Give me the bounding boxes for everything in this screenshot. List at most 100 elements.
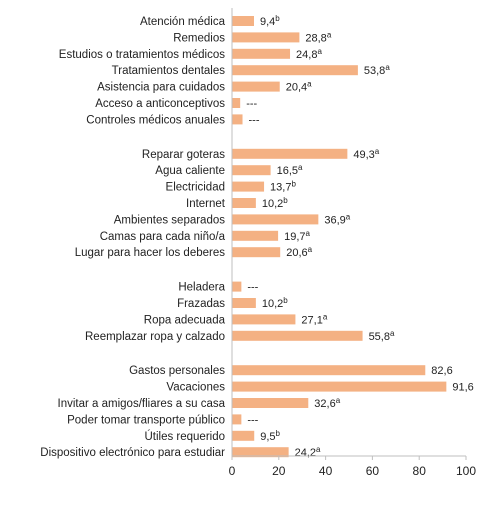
category-label: Electricidad xyxy=(166,182,225,194)
bar xyxy=(232,48,291,59)
data-label-superscript: a xyxy=(298,163,303,172)
data-label-value: 16,5 xyxy=(277,165,298,177)
category-label: Acceso a anticonceptivos xyxy=(95,98,225,110)
data-label: 10,2b xyxy=(262,196,288,210)
data-label: --- xyxy=(247,282,258,294)
data-label: --- xyxy=(249,114,260,126)
bar xyxy=(232,65,358,76)
bar xyxy=(232,148,348,159)
data-label-superscript: b xyxy=(276,429,281,438)
data-label: 13,7b xyxy=(270,180,296,194)
data-label: 27,1a xyxy=(301,312,327,326)
data-label: 9,4b xyxy=(260,14,280,28)
data-label-value: 24,8 xyxy=(296,49,317,61)
data-label: --- xyxy=(247,414,258,426)
category-label: Ambientes separados xyxy=(114,214,225,226)
data-label: 55,8a xyxy=(369,329,395,343)
bar xyxy=(232,414,242,425)
data-label: 32,6a xyxy=(314,396,340,410)
bar xyxy=(232,214,319,225)
bar xyxy=(232,365,426,376)
data-label-superscript: a xyxy=(327,30,332,39)
category-label: Atención médica xyxy=(140,16,226,28)
data-label-value: 19,7 xyxy=(284,231,305,243)
data-label-superscript: a xyxy=(308,245,313,254)
data-label: --- xyxy=(246,98,257,110)
data-label-superscript: a xyxy=(346,212,351,221)
data-label-superscript: a xyxy=(316,445,321,454)
bar xyxy=(232,314,296,325)
x-tick-label: 60 xyxy=(366,464,380,478)
data-label: 20,6a xyxy=(286,245,312,259)
data-label-value: 20,6 xyxy=(286,247,307,259)
category-label: Internet xyxy=(186,198,226,210)
data-label-superscript: a xyxy=(336,396,341,405)
data-label-superscript: b xyxy=(283,196,288,205)
bar xyxy=(232,281,242,292)
category-label: Lugar para hacer los deberes xyxy=(75,247,225,259)
data-label-value: 24,2 xyxy=(295,447,316,459)
data-label-superscript: b xyxy=(275,14,280,23)
bar xyxy=(232,114,243,125)
data-label-superscript: a xyxy=(375,147,380,156)
category-label: Reemplazar ropa y calzado xyxy=(85,331,225,343)
category-label: Agua caliente xyxy=(155,165,225,177)
data-label-value: 91,6 xyxy=(452,382,473,394)
data-label-superscript: a xyxy=(385,63,390,72)
data-label-superscript: a xyxy=(390,329,395,338)
data-label-superscript: a xyxy=(307,80,312,89)
bar xyxy=(232,298,256,308)
category-label: Frazadas xyxy=(177,298,225,310)
data-label-value: 9,4 xyxy=(260,16,275,28)
data-label: 28,8a xyxy=(305,30,331,44)
data-label-value: 49,3 xyxy=(353,149,374,161)
bar xyxy=(232,447,289,458)
category-label: Poder tomar transporte público xyxy=(67,414,225,426)
data-label-value: 9,5 xyxy=(260,431,275,443)
bar xyxy=(232,381,447,392)
category-label: Asistencia para cuidados xyxy=(97,82,225,94)
x-tick-label: 20 xyxy=(272,464,286,478)
x-tick-label: 40 xyxy=(319,464,333,478)
data-label: 9,5b xyxy=(260,429,280,443)
category-label: Útiles requerido xyxy=(144,430,225,443)
bar xyxy=(232,430,255,441)
x-tick-label: 0 xyxy=(229,464,236,478)
data-label: 10,2b xyxy=(262,296,288,310)
bar xyxy=(232,398,309,408)
x-axis: 0 20 40 60 80 100 xyxy=(229,8,476,478)
data-label-value: 32,6 xyxy=(314,398,335,410)
category-label: Vacaciones xyxy=(166,382,225,394)
data-label: 20,4a xyxy=(286,80,312,94)
data-label: 19,7a xyxy=(284,229,310,243)
category-label: Controles médicos anuales xyxy=(86,114,225,126)
bar xyxy=(232,32,300,43)
data-label-value: 20,4 xyxy=(286,82,307,94)
data-label: 24,2a xyxy=(295,445,321,459)
category-label: Estudios o tratamientos médicos xyxy=(59,49,225,61)
category-label: Tratamientos dentales xyxy=(112,65,226,77)
category-label: Ropa adecuada xyxy=(144,314,226,326)
data-label-value: 28,8 xyxy=(305,32,326,44)
data-label-superscript: a xyxy=(306,229,311,238)
data-label: 91,6 xyxy=(452,382,473,394)
data-label: 53,8a xyxy=(364,63,390,77)
category-label: Dispositivo electrónico para estudiar xyxy=(40,447,225,459)
bar xyxy=(232,247,281,258)
data-label-superscript: b xyxy=(291,180,296,189)
x-tick-label: 80 xyxy=(413,464,427,478)
data-label-superscript: a xyxy=(317,47,322,56)
category-label: Reparar goteras xyxy=(142,149,225,161)
data-label-value: --- xyxy=(247,414,258,426)
bar xyxy=(232,181,265,192)
data-label-value: --- xyxy=(249,114,260,126)
category-label: Heladera xyxy=(178,282,225,294)
category-label: Invitar a amigos/fliares a su casa xyxy=(58,398,226,410)
category-label: Gastos personales xyxy=(129,365,225,377)
bar xyxy=(232,165,271,176)
bar xyxy=(232,81,280,92)
data-label-value: --- xyxy=(247,282,258,294)
data-label-value: 27,1 xyxy=(301,314,322,326)
data-label: 49,3a xyxy=(353,147,379,161)
